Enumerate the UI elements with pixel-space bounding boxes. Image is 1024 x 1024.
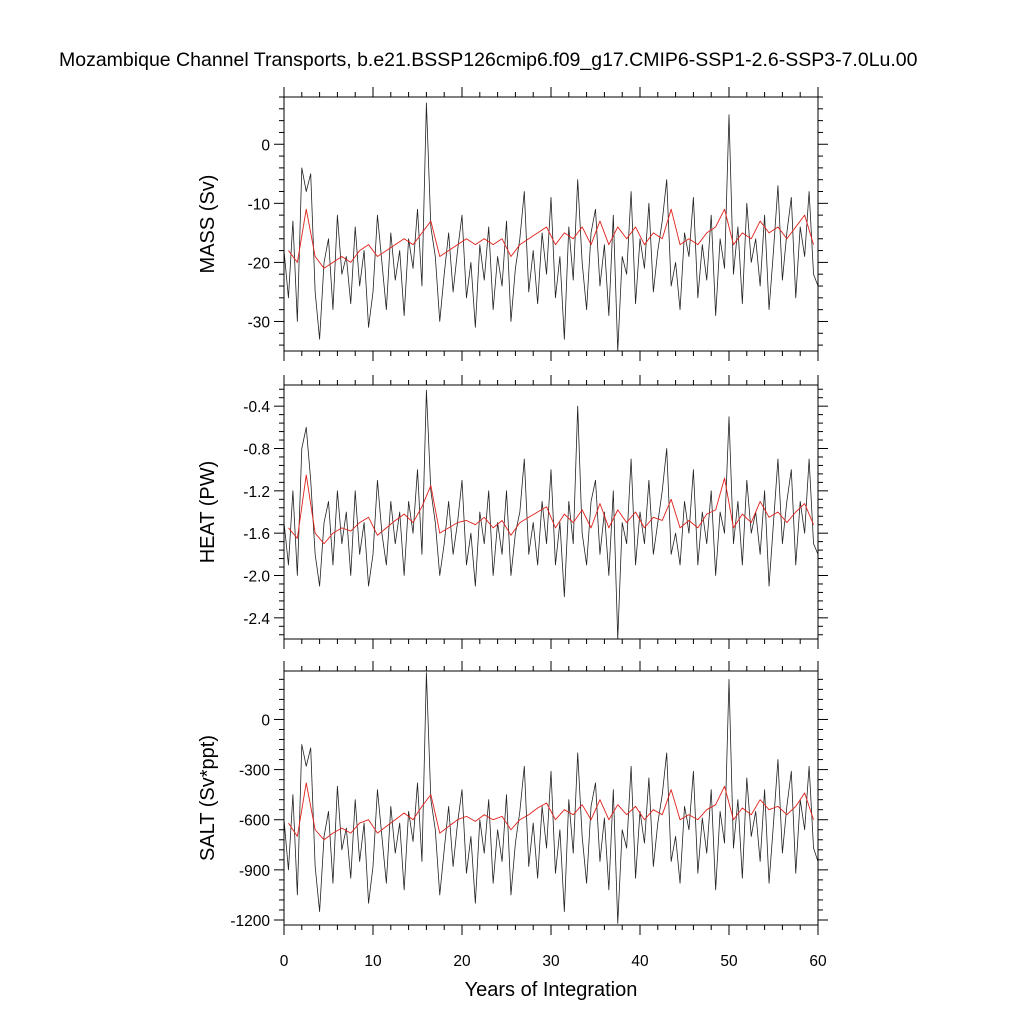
x-tick-label: 40 [631, 953, 649, 970]
y-tick-label: -600 [239, 813, 270, 830]
x-tick-label: 30 [542, 953, 560, 970]
y-axis-label: SALT (Sv*ppt) [197, 735, 219, 861]
monthly-series-line-1 [284, 389, 818, 639]
y-tick-label: 0 [261, 137, 270, 154]
y-tick-label: -0.4 [243, 399, 270, 416]
y-tick-label: -0.8 [243, 442, 270, 459]
y-tick-label: -1.2 [243, 484, 270, 501]
panel-frame-0 [283, 96, 819, 352]
y-tick-label: -20 [248, 255, 271, 272]
y-tick-label: -1.6 [243, 526, 270, 543]
monthly-series-line-0 [284, 102, 818, 351]
y-tick-label: 0 [261, 712, 270, 729]
x-axis-label: Years of Integration [465, 979, 638, 1001]
x-tick-label: 60 [809, 953, 827, 970]
annual-mean-series-line-2 [288, 782, 814, 841]
panel-1: -0.4 -0.8 -1.2 -1.6 -2.0 -2.4 HEAT (PW) [197, 375, 828, 649]
annual-mean-series-line-0 [288, 208, 814, 269]
x-tick-label: 0 [280, 953, 289, 970]
x-tick-label: 50 [720, 953, 738, 970]
y-tick-label: -30 [248, 314, 271, 331]
panel-frame-2 [283, 670, 819, 926]
y-tick-label: -2.0 [243, 569, 270, 586]
y-tick-label: -300 [239, 763, 270, 780]
x-tick-label: 20 [453, 953, 471, 970]
panel-2: 0 -300 -600 -900 -1200 SALT (Sv*ppt) [197, 661, 828, 935]
y-tick-label: -900 [239, 863, 270, 880]
y-tick-label: -2.4 [243, 611, 270, 628]
chart-title: Mozambique Channel Transports, b.e21.BSS… [59, 49, 918, 71]
y-axis-label: MASS (Sv) [197, 175, 219, 274]
x-tick-label: 10 [364, 953, 382, 970]
monthly-series-line-2 [284, 672, 818, 924]
annual-mean-series-line-1 [288, 474, 814, 545]
y-tick-label: -10 [248, 196, 271, 213]
y-axis-label: HEAT (PW) [197, 461, 219, 564]
panel-0: 0 -10 -20 -30 MASS (Sv) [197, 87, 828, 361]
y-tick-label: -1200 [230, 913, 270, 930]
panel-frame-1 [283, 384, 819, 640]
